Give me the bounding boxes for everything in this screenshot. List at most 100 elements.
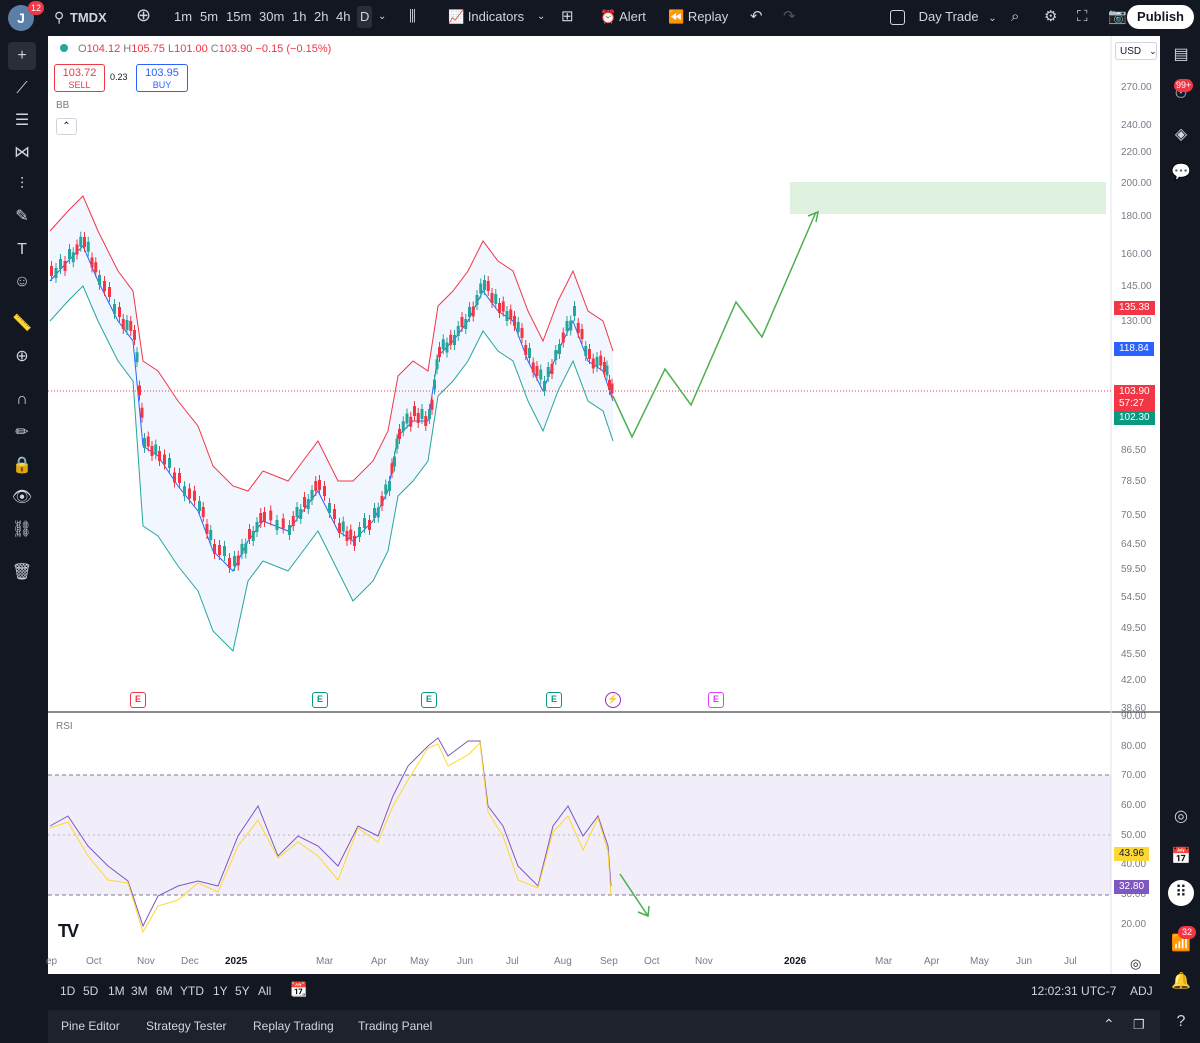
candles-icon[interactable]: ⫼	[409, 8, 416, 25]
eye-icon[interactable]: 👁	[11, 489, 33, 506]
range-3m[interactable]: 3M	[131, 984, 148, 998]
price-tick: 180.00	[1121, 211, 1152, 222]
settings-gear-icon[interactable]: ⚙	[1044, 8, 1058, 25]
bell-icon[interactable]: 🔔	[1171, 973, 1191, 990]
tradingview-logo[interactable]: TV	[58, 921, 79, 941]
maximize-panel-icon[interactable]: ❐	[1133, 1017, 1145, 1032]
alert-button[interactable]: ⏰ Alert	[600, 6, 646, 28]
trash-icon[interactable]: 🗑	[11, 564, 33, 581]
bar-countdown: 57:27	[1119, 398, 1145, 409]
clock-display[interactable]: 12:02:31 UTC-7	[1031, 984, 1117, 998]
crosshair-icon[interactable]: +	[8, 42, 36, 70]
layers-icon[interactable]: ◈	[1174, 126, 1188, 143]
timeframe-30m[interactable]: 30m	[259, 9, 285, 24]
bb-indicator-label[interactable]: BB	[56, 100, 70, 111]
layout-selector[interactable]: Day Trade ⌄	[890, 6, 997, 28]
chevron-up-icon: ⌃	[62, 121, 71, 132]
tab-trading-panel[interactable]: Trading Panel	[358, 1019, 433, 1033]
apps-grid-icon[interactable]: ⠿	[1168, 880, 1194, 906]
brush-icon[interactable]: ✎	[15, 208, 29, 225]
timeframe-4h[interactable]: 4h	[336, 9, 351, 24]
collapse-legend-button[interactable]: ⌃	[56, 118, 77, 135]
buy-button[interactable]: 103.95 BUY	[136, 64, 188, 92]
help-icon[interactable]: ?	[1176, 1013, 1186, 1030]
emoji-icon[interactable]: ☺	[13, 273, 31, 290]
redo-icon[interactable]: ↷	[783, 8, 796, 25]
earnings-marker[interactable]: E	[546, 692, 562, 708]
target-icon[interactable]: ◎	[1174, 808, 1188, 825]
chevron-down-icon[interactable]: ⌄	[537, 11, 546, 22]
time-tick: Jun	[1016, 956, 1033, 967]
earnings-marker[interactable]: E	[312, 692, 328, 708]
candle-body	[554, 350, 558, 360]
signal-feed-icon[interactable]: 📶	[1171, 935, 1191, 952]
publish-button[interactable]: Publish	[1127, 5, 1194, 29]
timeframe-d[interactable]: D	[357, 6, 373, 28]
chart-canvas[interactable]	[48, 36, 1160, 974]
rsi-tick: 60.00	[1121, 800, 1147, 811]
auto-scale-icon[interactable]: ◎	[1130, 956, 1142, 971]
fullscreen-icon[interactable]: ⛶	[1077, 8, 1088, 25]
timeframe-1h[interactable]: 1h	[292, 9, 307, 24]
pattern-icon[interactable]: ⋈	[14, 144, 30, 161]
last-price-tag: 103.90 57:27	[1114, 385, 1155, 411]
quick-search-icon[interactable]: ⌕	[1011, 8, 1020, 25]
candle-body	[561, 332, 565, 343]
candle-body	[143, 438, 146, 448]
chevron-up-icon[interactable]: ⌃	[1103, 1016, 1115, 1032]
range-1m[interactable]: 1M	[108, 984, 125, 998]
text-tool-icon[interactable]: T	[17, 241, 27, 258]
price-tick: 220.00	[1121, 147, 1152, 158]
range-6m[interactable]: 6M	[156, 984, 173, 998]
timeframe-2h[interactable]: 2h	[314, 9, 329, 24]
candle-body	[608, 380, 611, 390]
ruler-icon[interactable]: 📏	[12, 315, 32, 332]
currency-selector[interactable]: USD ⌄	[1115, 42, 1157, 60]
sell-button[interactable]: 103.72 SELL	[54, 64, 105, 92]
lock-drawing-icon[interactable]: ✏	[15, 424, 29, 441]
chevron-down-icon[interactable]: ⌄	[378, 11, 387, 22]
undo-icon[interactable]: ↶	[750, 8, 763, 25]
indicators-button[interactable]: 📈 Indicators	[448, 6, 524, 28]
candle-body	[269, 510, 273, 521]
chart-pane[interactable]: O104.12 H105.75 L101.00 C103.90 −0.15 (−…	[46, 36, 1160, 974]
timeframe-1m[interactable]: 1m	[174, 9, 193, 24]
range-all[interactable]: All	[258, 984, 272, 998]
tab-pine-editor[interactable]: Pine Editor	[61, 1019, 120, 1033]
market-status-icon	[60, 44, 68, 52]
add-symbol-icon[interactable]: ⊕	[136, 5, 152, 25]
symbol-search-button[interactable]: ⚲ TMDX	[54, 6, 107, 28]
rsi-indicator-label[interactable]: RSI	[56, 721, 73, 732]
forecast-icon[interactable]: ⫶	[19, 176, 24, 193]
range-1d[interactable]: 1D	[60, 984, 76, 998]
candle-body	[435, 359, 439, 370]
chat-icon[interactable]: 💬	[1171, 164, 1191, 181]
timeframe-15m[interactable]: 15m	[226, 9, 252, 24]
adj-toggle[interactable]: ADJ	[1130, 984, 1153, 998]
dividend-lightning-icon[interactable]: ⚡	[605, 692, 621, 708]
tab-replay-trading[interactable]: Replay Trading	[253, 1019, 334, 1033]
candle-body	[251, 531, 255, 541]
fib-retracement-icon[interactable]: ☰	[14, 112, 30, 129]
camera-snapshot-icon[interactable]: 📷	[1108, 8, 1127, 25]
time-tick: Sep	[600, 956, 618, 967]
earnings-marker[interactable]: E	[130, 692, 146, 708]
trend-line-icon[interactable]: ⟋	[16, 80, 28, 97]
replay-button[interactable]: ⏪ Replay	[668, 6, 728, 28]
earnings-marker[interactable]: E	[708, 692, 724, 708]
range-5y[interactable]: 5Y	[235, 984, 250, 998]
zoom-in-icon[interactable]: ⊕	[15, 348, 29, 365]
lock-icon[interactable]: 🔒	[12, 457, 32, 474]
timeframe-5m[interactable]: 5m	[200, 9, 219, 24]
calendar-icon[interactable]: 📅	[1171, 848, 1191, 865]
range-1y[interactable]: 1Y	[213, 984, 228, 998]
magnet-icon[interactable]: ∩	[16, 391, 28, 408]
watchlist-icon[interactable]: ▤	[1173, 46, 1189, 63]
range-5d[interactable]: 5D	[83, 984, 99, 998]
link-icon[interactable]: ⛓	[11, 521, 33, 538]
range-ytd[interactable]: YTD	[180, 984, 204, 998]
templates-grid-icon[interactable]: ⊞	[561, 8, 574, 25]
goto-date-icon[interactable]: 📆	[290, 981, 308, 997]
tab-strategy-tester[interactable]: Strategy Tester	[146, 1019, 227, 1033]
earnings-marker[interactable]: E	[421, 692, 437, 708]
